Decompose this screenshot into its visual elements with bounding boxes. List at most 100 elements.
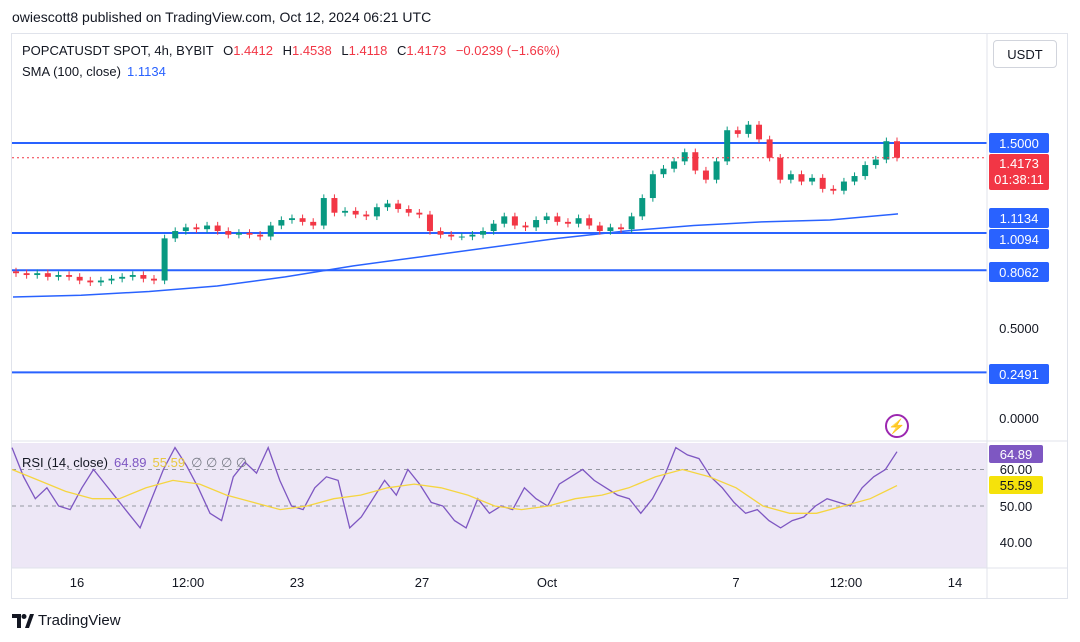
candle-body	[724, 130, 731, 162]
candle-body	[575, 218, 582, 224]
candle-body	[342, 210, 349, 213]
candle-body	[66, 275, 73, 277]
sma-value: 1.1134	[127, 64, 166, 79]
chart-frame[interactable]	[11, 33, 1068, 599]
candle-body	[798, 174, 805, 182]
candle-body	[511, 216, 518, 226]
sma-label: SMA (100, close)	[22, 64, 121, 79]
candle-body	[564, 221, 571, 224]
candle-body	[267, 225, 274, 237]
sma-axis-label: 1.1134	[989, 208, 1049, 228]
x-tick: 14	[947, 575, 963, 590]
price-tick-0: 0.0000	[999, 410, 1039, 426]
candle-body	[416, 212, 423, 215]
candle-body	[851, 176, 858, 182]
candle-body	[352, 210, 359, 215]
candle-body	[862, 165, 869, 177]
sma-legend[interactable]: SMA (100, close) 1.1134	[22, 64, 166, 79]
candle-body	[692, 152, 699, 171]
flash-alert-icon[interactable]: ⚡	[885, 414, 909, 438]
x-tick: 12:00	[171, 575, 205, 590]
candle-body	[204, 225, 211, 230]
candle-body	[437, 231, 444, 235]
candle-body	[13, 271, 19, 274]
rsi-axis-value: 64.89	[989, 445, 1043, 463]
candle-body	[310, 221, 317, 226]
candle-body	[713, 161, 720, 180]
candle-body	[607, 227, 614, 232]
rsi-tick-60: 60.00	[999, 461, 1033, 477]
rsi-tick-50: 50.00	[999, 498, 1033, 514]
candle-body	[469, 234, 476, 237]
publisher-caption: owiescott8 published on TradingView.com,…	[12, 9, 432, 25]
candle-body	[363, 214, 370, 217]
candle-body	[554, 216, 561, 222]
candle-body	[182, 227, 189, 232]
candle-body	[660, 168, 667, 175]
candle-body	[246, 232, 253, 235]
current-price-value: 1.4173	[999, 156, 1039, 171]
close-value: 1.4173	[406, 43, 447, 58]
candle-body	[734, 130, 741, 134]
rsi-ma-axis-value: 55.59	[989, 476, 1043, 494]
rsi-ma-value: 55.59	[152, 455, 186, 470]
tradingview-logo[interactable]: TradingView	[12, 612, 121, 629]
candle-body	[458, 236, 465, 238]
candle-body	[501, 216, 508, 224]
candle-body	[681, 152, 688, 162]
candle-body	[819, 177, 826, 189]
candle-body	[787, 174, 794, 180]
high-label: H	[282, 43, 292, 58]
candle-body	[140, 275, 147, 279]
rsi-extra-values: ∅ ∅ ∅ ∅	[191, 455, 248, 470]
low-label: L	[341, 43, 349, 58]
x-tick: 12:00	[829, 575, 863, 590]
candle-body	[766, 139, 773, 158]
candle-body	[384, 203, 391, 208]
candle-body	[522, 225, 529, 228]
candle-body	[129, 275, 136, 277]
current-price-label: 1.4173 01:38:11	[989, 154, 1049, 190]
candle-body	[55, 275, 62, 277]
change-value: −0.0239 (−1.66%)	[455, 43, 560, 58]
symbol-name: POPCATUSDT SPOT, 4h, BYBIT	[22, 43, 214, 58]
candle-body	[23, 273, 30, 276]
bar-countdown: 01:38:11	[994, 172, 1044, 187]
level-label-1-5: 1.5000	[989, 133, 1049, 153]
candle-body	[299, 218, 306, 222]
candle-body	[119, 276, 126, 279]
candle-body	[777, 157, 784, 180]
currency-button[interactable]: USDT	[993, 40, 1057, 68]
x-tick: 16	[69, 575, 85, 590]
level-label-1-0094: 1.0094	[989, 229, 1049, 249]
x-tick: 23	[289, 575, 305, 590]
candle-body	[490, 223, 497, 232]
candle-body	[894, 141, 900, 158]
candle-body	[97, 280, 104, 283]
candle-body	[44, 273, 51, 277]
candle-body	[193, 227, 200, 230]
candle-body	[161, 238, 168, 281]
candle-body	[543, 216, 550, 221]
low-value: 1.4118	[348, 43, 388, 58]
candle-body	[395, 203, 402, 210]
rsi-legend[interactable]: RSI (14, close) 64.89 55.59 ∅ ∅ ∅ ∅	[22, 455, 247, 471]
candle-body	[257, 234, 264, 237]
candle-body	[150, 278, 157, 281]
rsi-value: 64.89	[113, 455, 147, 470]
high-value: 1.4538	[291, 43, 332, 58]
symbol-legend: POPCATUSDT SPOT, 4h, BYBIT O1.4412 H1.45…	[22, 43, 560, 58]
x-tick: Oct	[536, 575, 558, 590]
open-value: 1.4412	[233, 43, 273, 58]
x-tick: 27	[414, 575, 430, 590]
price-tick-0-5: 0.5000	[999, 320, 1039, 336]
open-label: O	[223, 43, 234, 58]
candle-body	[405, 209, 412, 213]
candle-body	[235, 232, 242, 235]
candle-body	[840, 181, 847, 191]
candle-body	[649, 174, 656, 199]
candle-body	[331, 198, 338, 213]
candle-body	[480, 231, 487, 235]
candle-body	[872, 159, 879, 166]
